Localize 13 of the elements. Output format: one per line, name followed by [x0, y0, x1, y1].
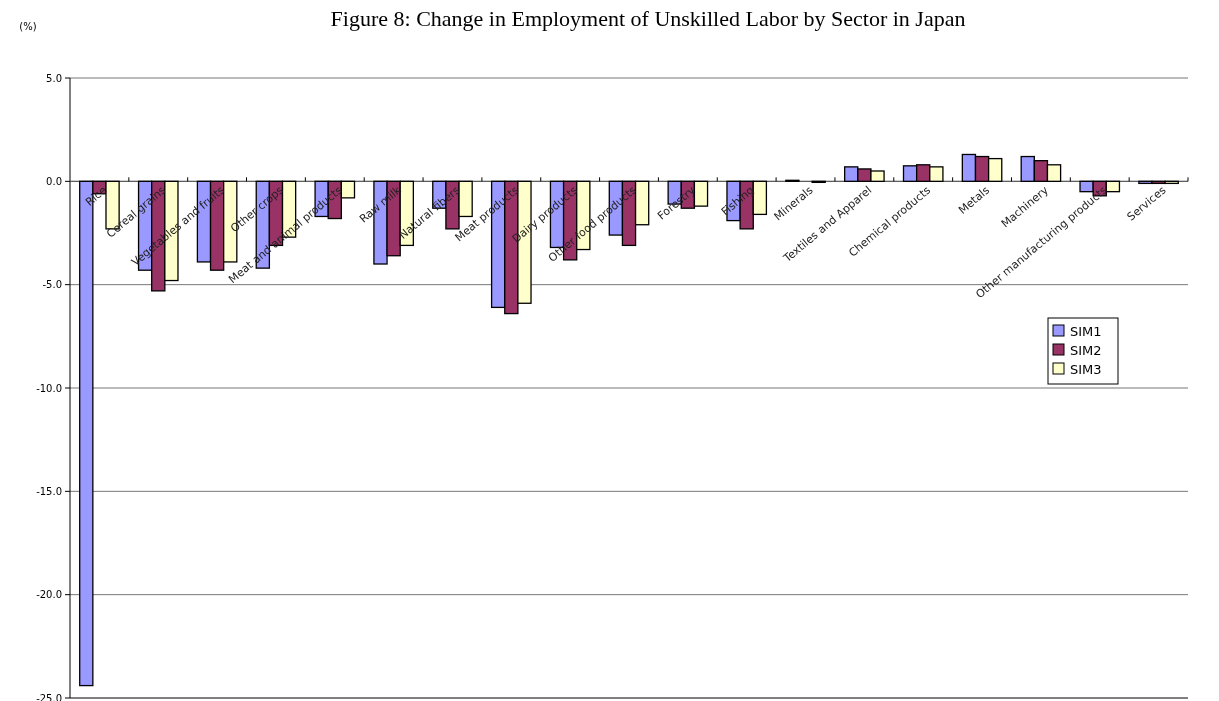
chart-title: Figure 8: Change in Employment of Unskilled Labor by Sector in Japan [330, 6, 966, 31]
y-axis-title: (%) [19, 21, 37, 32]
legend-label: SIM3 [1070, 361, 1102, 377]
x-tick-label: Rice [82, 183, 110, 209]
legend-label: SIM1 [1070, 323, 1102, 339]
legend-label: SIM2 [1070, 342, 1102, 358]
y-tick-label: 0.0 [46, 175, 62, 187]
y-tick-label: -15.0 [36, 485, 62, 497]
y-tick-label: 5.0 [46, 72, 62, 84]
y-tick-label: -5.0 [42, 279, 62, 291]
y-tick-label: -20.0 [36, 589, 62, 601]
y-tick-label: -10.0 [36, 382, 62, 394]
y-tick-label: -25.0 [36, 692, 62, 701]
